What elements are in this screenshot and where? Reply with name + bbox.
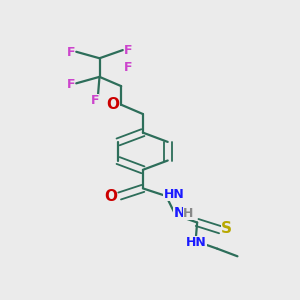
Text: HN: HN (186, 236, 207, 249)
Text: F: F (124, 44, 133, 57)
Text: O: O (106, 97, 119, 112)
Text: H: H (183, 207, 194, 220)
Text: HN: HN (164, 188, 184, 201)
Text: F: F (66, 78, 75, 91)
Text: O: O (104, 189, 117, 204)
Text: F: F (91, 94, 99, 107)
Text: F: F (124, 61, 133, 74)
Text: F: F (66, 46, 75, 59)
Text: N: N (173, 206, 185, 220)
Text: S: S (221, 221, 232, 236)
